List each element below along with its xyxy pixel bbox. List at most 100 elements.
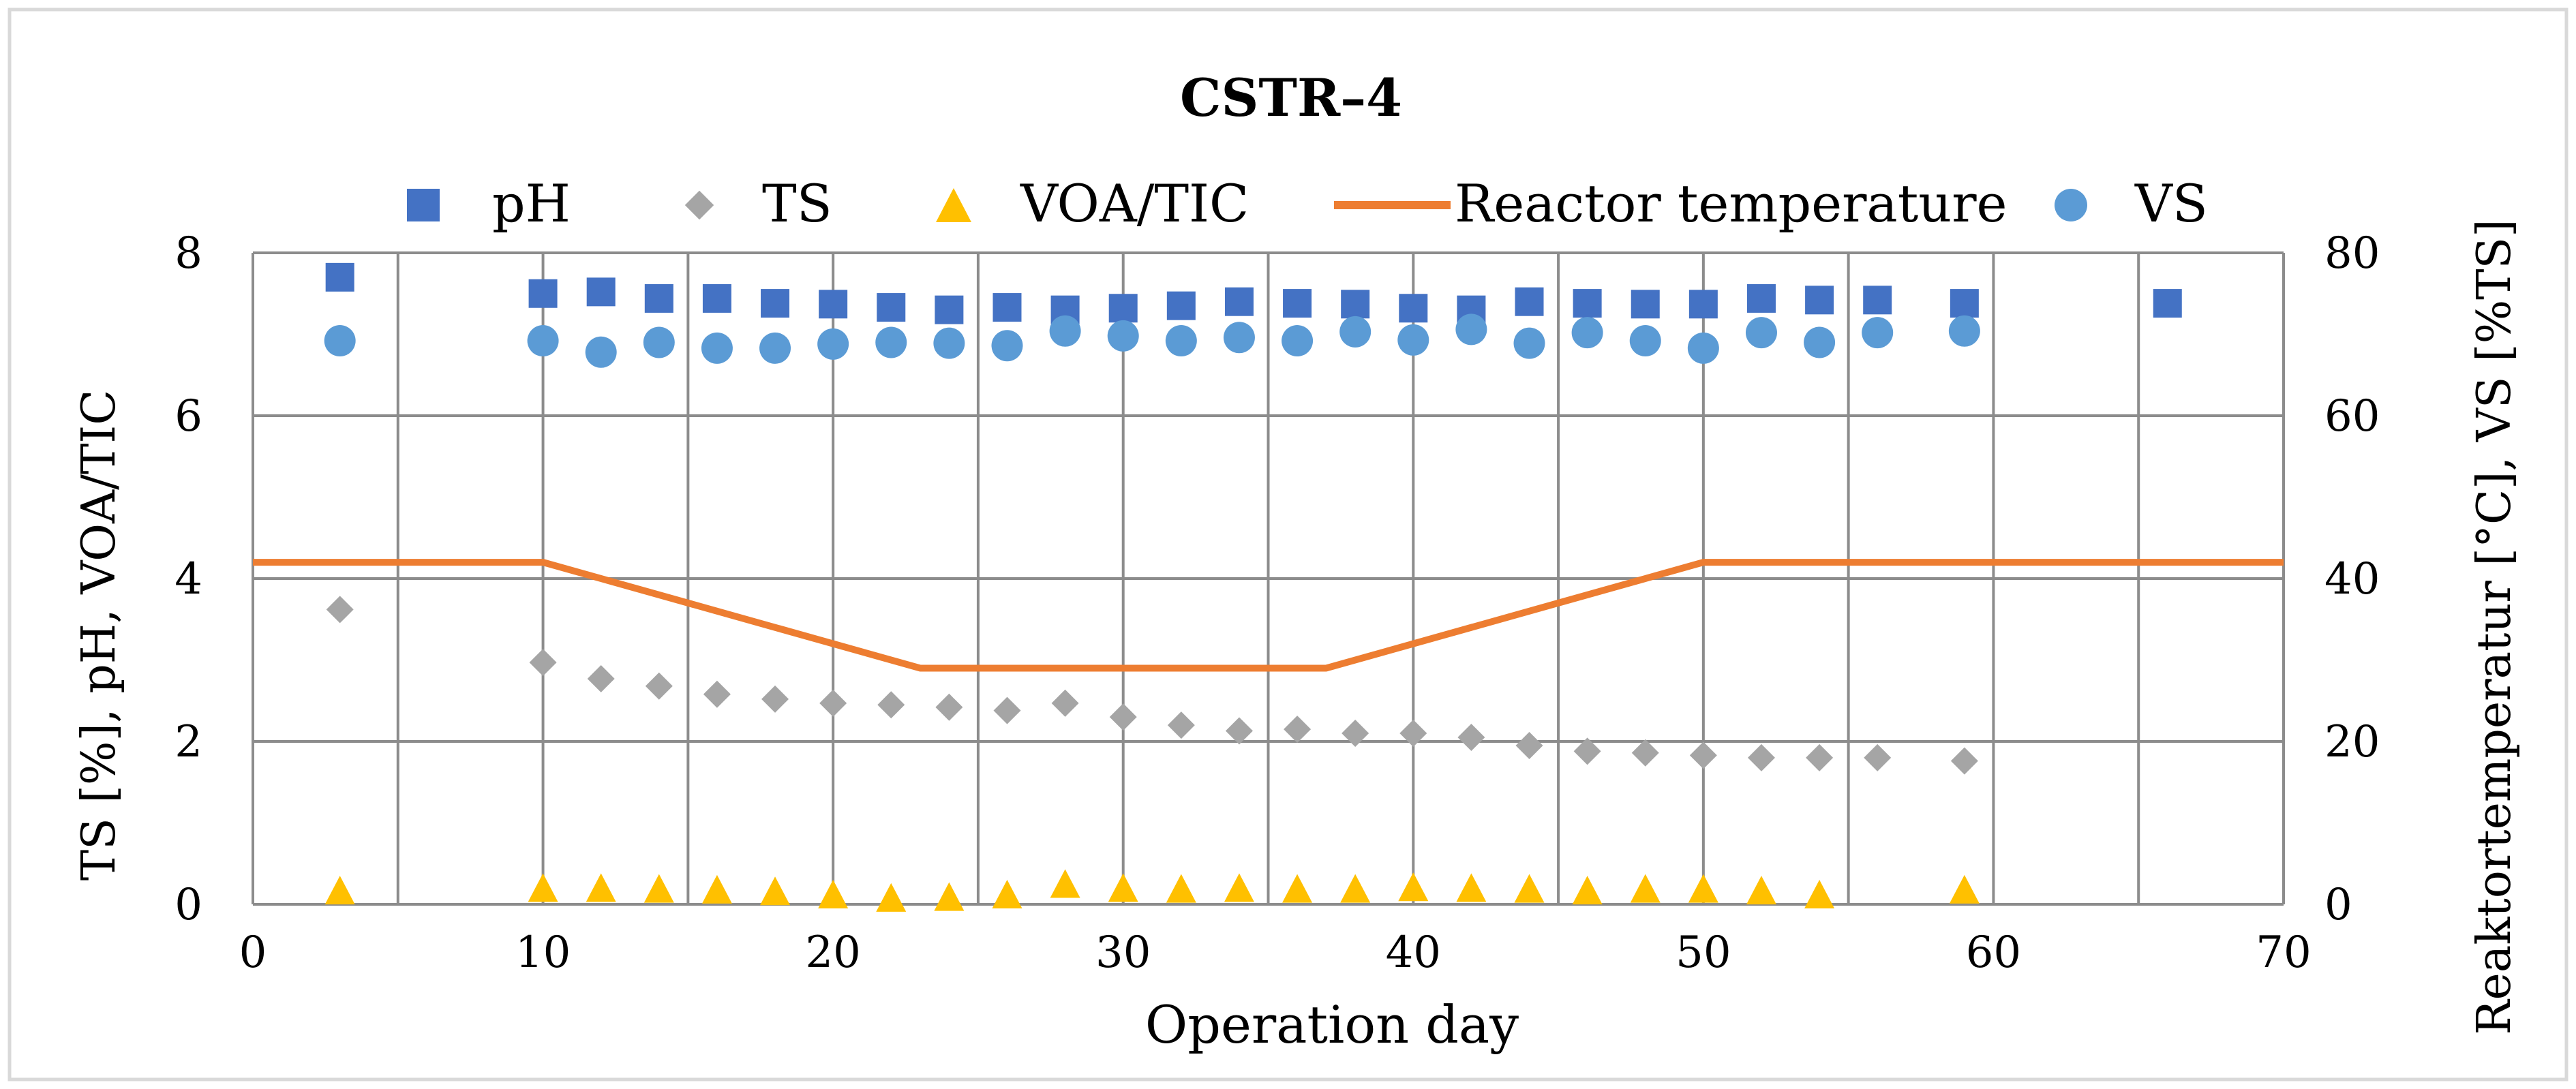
voa-tic-point: [528, 873, 558, 902]
x-tick-label: 10: [515, 927, 571, 978]
ph-point: [1515, 287, 1544, 316]
ph-point: [2153, 289, 2182, 318]
ph-point: [1108, 294, 1138, 323]
vs-point: [1513, 327, 1545, 359]
voa-tic-point: [1572, 876, 1603, 905]
vs-point: [759, 332, 791, 364]
ts-point: [935, 693, 963, 721]
y-tick-label-right: 0: [2324, 880, 2352, 930]
vs-point: [875, 326, 907, 358]
ph-point: [325, 262, 354, 292]
ts-point: [1631, 739, 1659, 767]
ts-point: [1864, 743, 1892, 771]
legend-ph-label: pH: [492, 173, 571, 234]
y-tick-label-left: 4: [175, 554, 202, 604]
vs-point: [1745, 317, 1777, 349]
vs-point: [527, 325, 559, 357]
x-tick-label: 60: [1966, 927, 2021, 978]
x-tick-label: 70: [2256, 927, 2311, 978]
vs-point: [1107, 320, 1139, 352]
voa-tic-point: [1949, 874, 1980, 904]
vs-point: [643, 326, 675, 358]
ph-point: [877, 293, 906, 322]
x-tick-label: 50: [1676, 927, 1731, 978]
vs-point: [1282, 325, 1314, 357]
ph-point: [1224, 287, 1254, 316]
vs-point: [1629, 325, 1661, 357]
ph-point: [1688, 290, 1718, 319]
legend-ph-marker: [407, 189, 440, 221]
vs-point: [1571, 317, 1603, 349]
ts-point: [703, 680, 731, 708]
ph-point: [528, 279, 558, 308]
ph-point: [1746, 283, 1776, 313]
ts-point: [819, 689, 847, 717]
voa-tic-point: [1514, 874, 1545, 903]
legend-voa-tic-label: VOA/TIC: [1020, 173, 1249, 234]
voa-tic-point: [1340, 874, 1371, 903]
voa-tic-point: [876, 883, 907, 912]
ts-point: [1051, 689, 1079, 717]
voa-tic-point: [1282, 874, 1313, 903]
vs-point: [1165, 325, 1197, 357]
legend-vs-label: VS: [2134, 173, 2208, 234]
ts-point: [1689, 741, 1717, 769]
voa-tic-point: [1456, 873, 1487, 902]
ts-point: [1515, 731, 1543, 759]
vs-point: [991, 330, 1023, 362]
ph-point: [1573, 289, 1602, 318]
ph-point: [935, 295, 964, 324]
data-markers: [324, 262, 2182, 912]
ts-point: [1284, 716, 1312, 743]
chart-title: CSTR–4: [1180, 67, 1402, 128]
ts-point: [645, 672, 673, 700]
ph-point: [1863, 286, 1892, 315]
ts-point: [1950, 747, 1978, 775]
ts-point: [587, 664, 615, 692]
ph-point: [1805, 286, 1834, 315]
y-tick-label-left: 2: [175, 717, 202, 767]
ph-point: [1283, 289, 1312, 318]
y-axis-label-right: Reaktortemperatur [°C], VS [%TS]: [2468, 219, 2521, 1034]
voa-tic-point: [1688, 874, 1718, 903]
ts-point: [1457, 724, 1485, 752]
legend-temperature-label: Reactor temperature: [1455, 173, 2007, 234]
vs-point: [1948, 315, 1980, 347]
x-tick-label: 20: [805, 927, 860, 978]
voa-tic-point: [1398, 872, 1429, 902]
ts-point: [1225, 717, 1253, 745]
y-tick-label-right: 80: [2324, 228, 2380, 279]
voa-tic-point: [1630, 874, 1661, 903]
ph-point: [1950, 289, 1979, 318]
ph-point: [702, 283, 731, 313]
ts-point: [1167, 711, 1195, 739]
y-axis-label-left: TS [%], pH, VOA/TIC: [72, 390, 126, 880]
ts-point: [326, 596, 354, 624]
x-tick-label: 0: [239, 927, 267, 978]
vs-point: [1397, 324, 1429, 356]
temperature-series: [253, 559, 2284, 672]
y-tick-label-left: 0: [175, 880, 202, 930]
legend: pH TS VOA/TIC Reactor temperature VS: [407, 173, 2208, 234]
voa-tic-point: [586, 873, 616, 902]
x-tick-label: 30: [1095, 927, 1151, 978]
ph-point: [1341, 290, 1370, 319]
legend-ts-label: TS: [762, 173, 832, 234]
ts-point: [993, 696, 1021, 724]
legend-voa-tic-marker: [936, 188, 971, 222]
vs-point: [324, 325, 356, 357]
ts-point: [1399, 720, 1427, 748]
voa-tic-point: [992, 880, 1022, 909]
ts-point: [877, 691, 905, 719]
vs-point: [1862, 317, 1894, 349]
ph-point: [586, 277, 616, 307]
voa-tic-point: [701, 874, 732, 904]
vs-point: [1687, 332, 1719, 364]
voa-tic-point: [1108, 873, 1138, 902]
voa-tic-point: [1746, 876, 1776, 905]
ts-point: [1109, 703, 1137, 731]
y-tick-label-right: 40: [2324, 554, 2380, 604]
vs-point: [933, 327, 965, 359]
y-tick-label-left: 6: [175, 391, 202, 442]
